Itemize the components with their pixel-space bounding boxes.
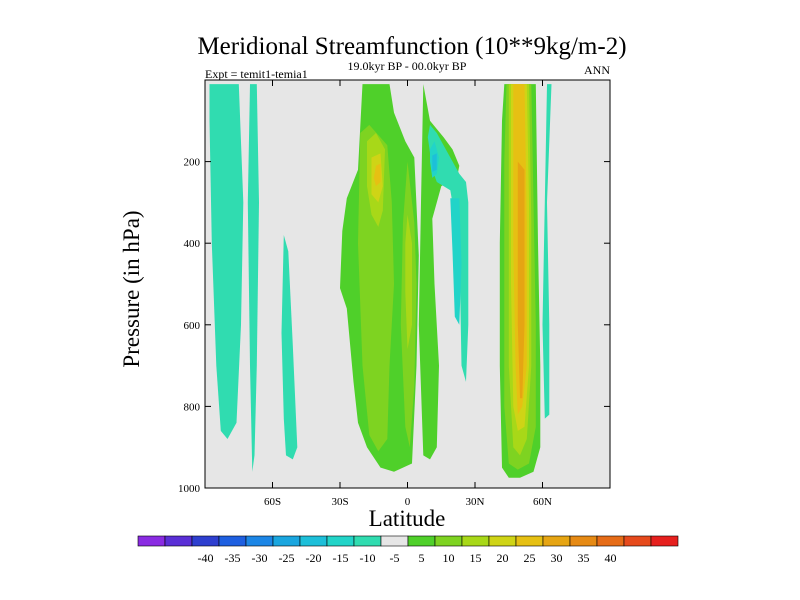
contour-region-6 <box>358 124 394 452</box>
contour-region-20 <box>450 198 462 325</box>
contour-regions <box>209 84 552 478</box>
colorbar-box-1 <box>164 535 193 547</box>
colorbar-label-1: -35 <box>225 551 241 565</box>
chart-title: Meridional Streamfunction (10**9kg/m-2) <box>197 33 626 60</box>
contour-region-10 <box>405 214 412 350</box>
colorbar <box>137 535 679 547</box>
x-axis-label: Latitude <box>369 506 446 531</box>
colorbar-box-2 <box>191 535 220 547</box>
colorbar-box-9 <box>380 535 409 547</box>
colorbar-box-14 <box>515 535 544 547</box>
colorbar-box-12 <box>461 535 490 547</box>
y-tick-label-0: 200 <box>184 157 201 169</box>
colorbar-box-11 <box>434 535 463 547</box>
colorbar-box-18 <box>623 535 652 547</box>
colorbar-box-3 <box>218 535 247 547</box>
colorbar-label-10: 15 <box>470 551 482 565</box>
colorbar-label-4: -20 <box>306 551 322 565</box>
colorbar-box-10 <box>407 535 436 547</box>
plot-area: 60S 30S 0 30N 60N 200 400 600 800 1000 <box>178 79 611 508</box>
colorbar-box-4 <box>245 535 274 547</box>
colorbar-label-3: -25 <box>279 551 295 565</box>
y-tick-label-1: 400 <box>184 238 201 250</box>
colorbar-box-15 <box>542 535 571 547</box>
colorbar-box-13 <box>488 535 517 547</box>
contour-region-1 <box>247 84 259 472</box>
y-axis-label: Pressure (in hPa) <box>119 210 144 367</box>
colorbar-label-14: 35 <box>578 551 590 565</box>
colorbar-label-0: -40 <box>198 551 214 565</box>
colorbar-label-6: -10 <box>360 551 376 565</box>
colorbar-label-13: 30 <box>551 551 563 565</box>
x-tick-label-3: 30N <box>466 496 485 508</box>
contour-region-14 <box>373 163 381 187</box>
colorbar-box-16 <box>569 535 598 547</box>
y-axis-ticks: 200 400 600 800 1000 <box>178 157 610 495</box>
colorbar-box-5 <box>272 535 301 547</box>
y-tick-label-2: 600 <box>184 320 201 332</box>
x-tick-label-4: 60N <box>533 496 552 508</box>
contour-region-18 <box>542 84 552 419</box>
x-tick-label-2: 0 <box>405 496 411 508</box>
colorbar-label-15: 40 <box>605 551 617 565</box>
colorbar-label-7: -5 <box>390 551 400 565</box>
colorbar-box-19 <box>650 535 679 547</box>
colorbar-box-7 <box>326 535 355 547</box>
colorbar-label-2: -30 <box>252 551 268 565</box>
colorbar-label-8: 5 <box>419 551 425 565</box>
contour-region-16 <box>517 161 525 399</box>
x-tick-label-0: 60S <box>264 496 281 508</box>
colorbar-labels: -40 -35 -30 -25 -20 -15 -10 -5 5 10 15 20 25 30 35 40 <box>198 551 617 565</box>
colorbar-box-17 <box>596 535 625 547</box>
contour-region-21 <box>432 153 437 172</box>
right-annotation: ANN <box>584 63 610 77</box>
colorbar-box-0 <box>137 535 166 547</box>
contour-region-2 <box>281 235 298 460</box>
contour-region-17 <box>427 124 469 382</box>
colorbar-label-11: 20 <box>497 551 509 565</box>
left-annotation: Expt = temit1-temia1 <box>205 67 308 81</box>
colorbar-label-9: 10 <box>443 551 455 565</box>
x-axis-ticks: 60S 30S 0 30N 60N <box>264 80 552 508</box>
x-tick-label-1: 30S <box>331 496 348 508</box>
y-tick-label-3: 800 <box>184 401 201 413</box>
colorbar-box-8 <box>353 535 382 547</box>
colorbar-box-6 <box>299 535 328 547</box>
y-tick-label-4: 1000 <box>178 483 201 495</box>
chart-subtitle: 19.0kyr BP - 00.0kyr BP <box>348 59 467 73</box>
colorbar-label-5: -15 <box>333 551 349 565</box>
colorbar-label-12: 25 <box>524 551 536 565</box>
contour-region-0 <box>209 84 244 439</box>
